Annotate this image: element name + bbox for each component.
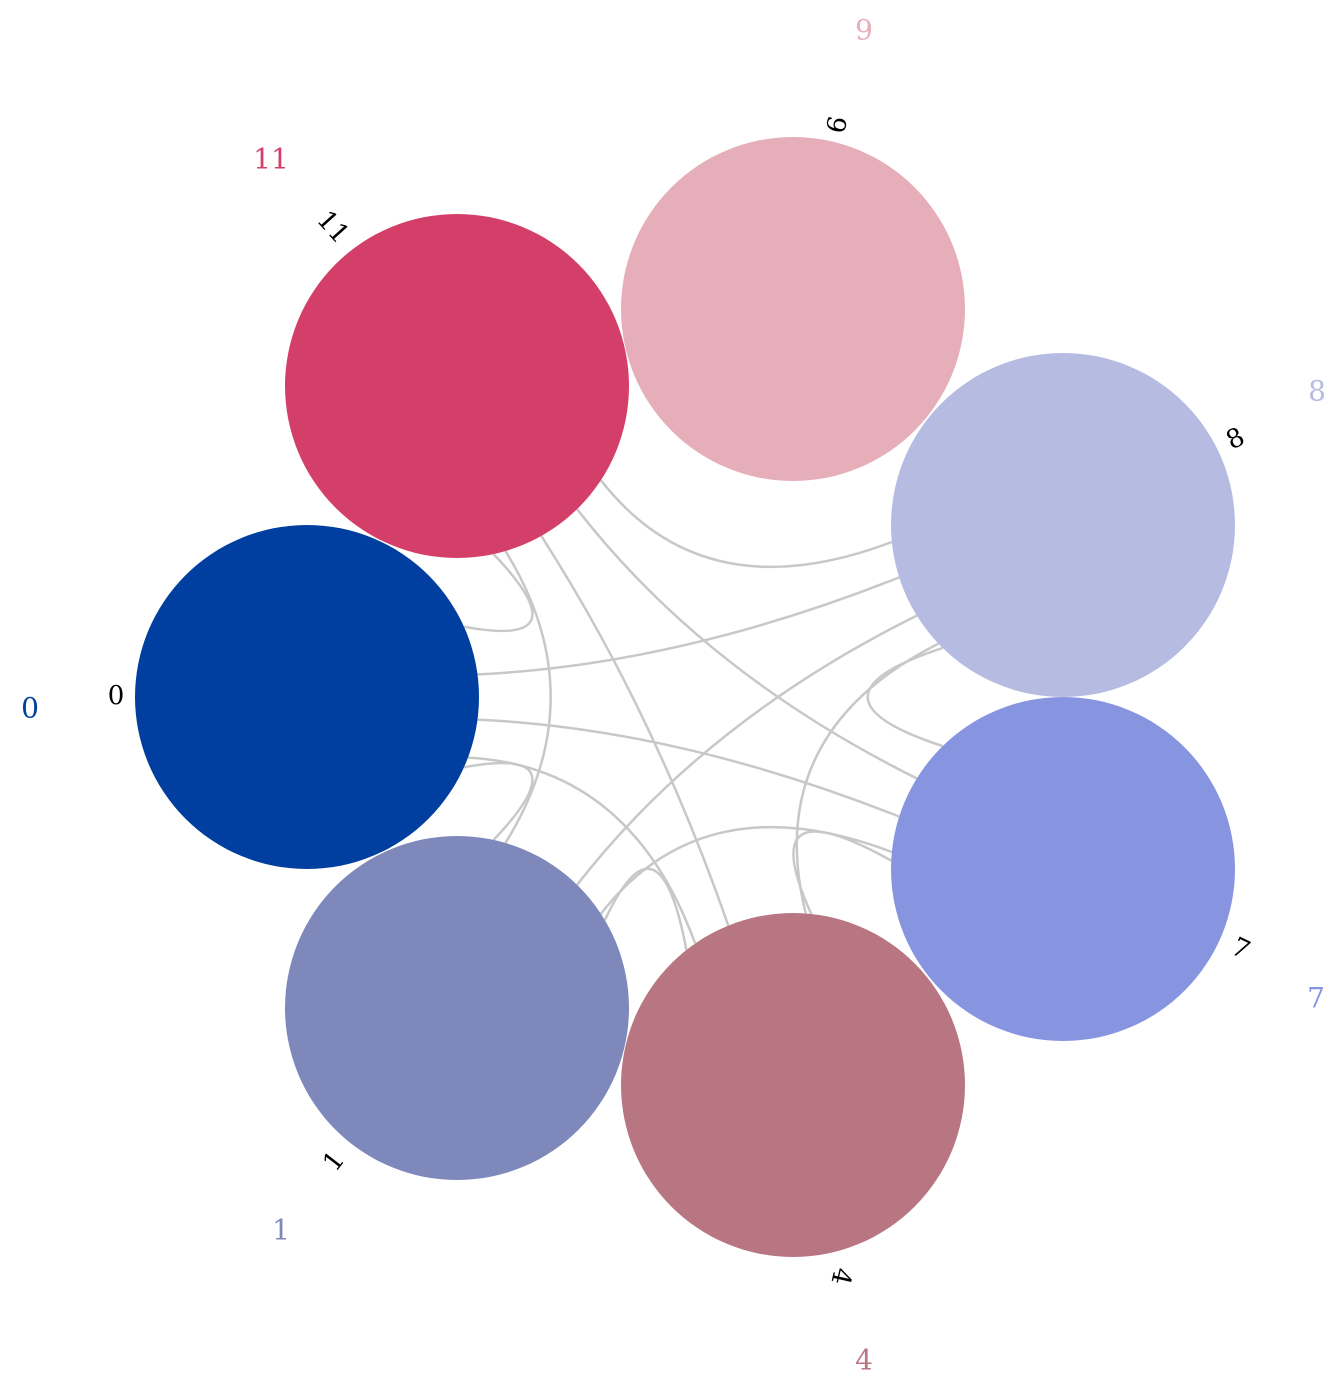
edge-11-8	[599, 479, 893, 569]
node-label-7: 7	[1226, 932, 1254, 966]
edge-0-1	[463, 761, 534, 841]
edge-11-7	[576, 508, 918, 780]
node-label-0: 0	[108, 681, 125, 711]
node-label-11: 11	[311, 205, 355, 250]
node-9	[621, 137, 965, 481]
node-label-8: 8	[1222, 422, 1250, 456]
group-label-8: 8	[1308, 375, 1326, 408]
node-label-4: 4	[824, 1265, 857, 1288]
node-7	[891, 697, 1235, 1041]
node-label-1: 1	[317, 1146, 351, 1178]
node-label-9: 9	[818, 113, 851, 136]
group-label-4: 4	[855, 1344, 873, 1377]
edge-8-4	[795, 642, 939, 914]
group-label-9: 9	[855, 14, 873, 47]
edge-11-4	[540, 535, 730, 927]
node-11	[285, 214, 629, 558]
edges-layer	[463, 479, 944, 951]
edge-8-1	[576, 614, 918, 886]
node-4	[621, 913, 965, 1257]
group-label-1: 1	[272, 1214, 290, 1247]
edge-1-4	[603, 867, 688, 951]
node-8	[891, 353, 1235, 697]
edge-0-4	[467, 756, 697, 944]
node-1	[285, 836, 629, 1180]
edge-0-7	[477, 718, 900, 818]
group-label-7: 7	[1307, 982, 1325, 1015]
edge-0-11	[463, 553, 534, 633]
edge-11-1	[504, 550, 552, 844]
group-label-0: 0	[21, 692, 39, 725]
node-0	[135, 525, 479, 869]
group-label-11: 11	[253, 143, 289, 176]
nodes-layer	[135, 137, 1235, 1257]
edge-7-4	[792, 830, 892, 915]
edge-0-8	[477, 576, 900, 676]
